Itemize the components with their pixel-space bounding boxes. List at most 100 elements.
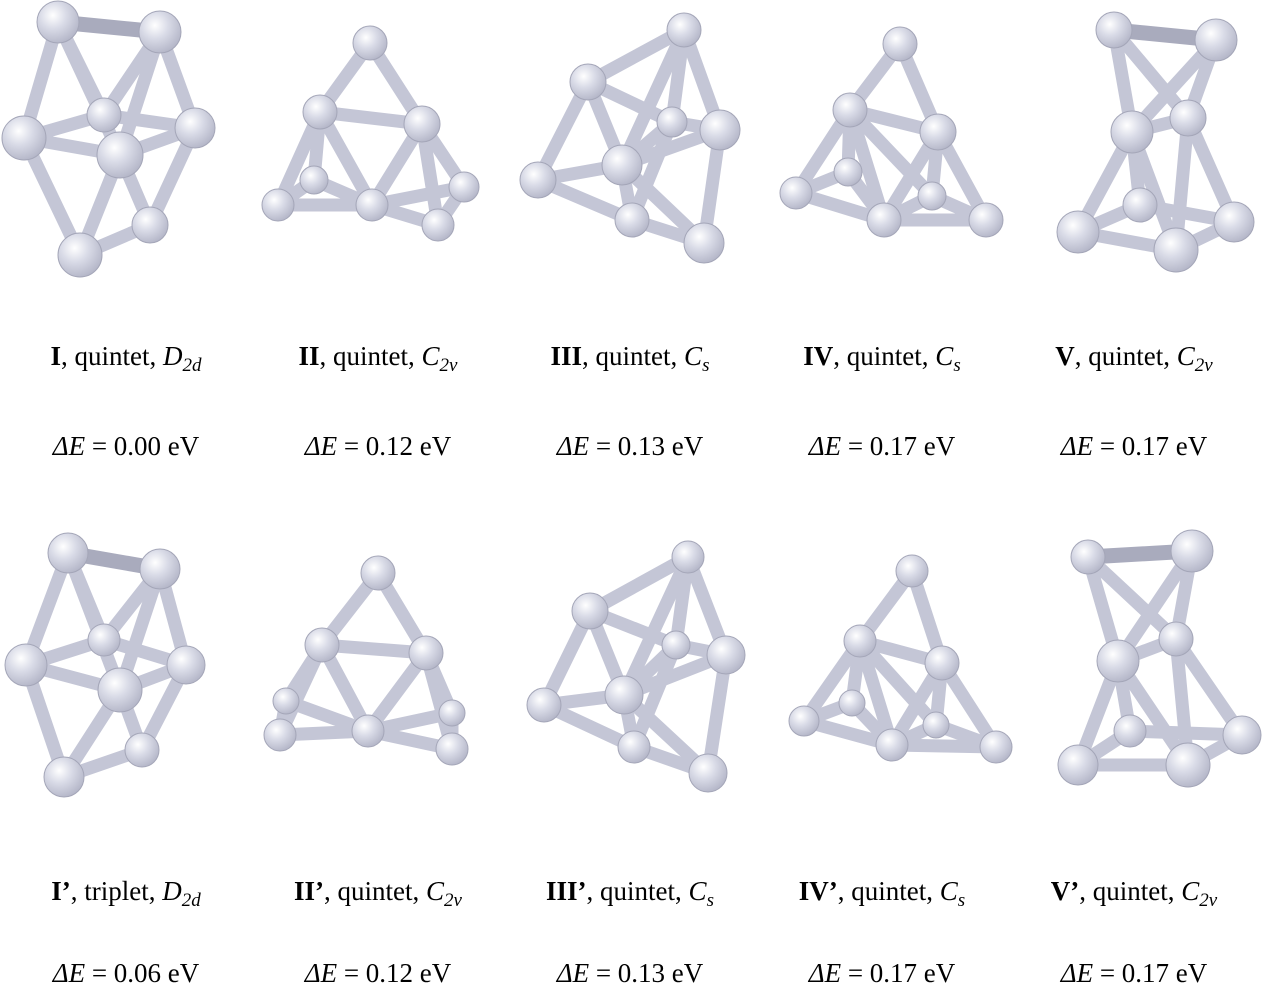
- atom: [1170, 529, 1214, 573]
- atom: [1056, 210, 1100, 254]
- delta-e-value: = 0.17 eV: [841, 431, 956, 461]
- atom: [604, 675, 644, 715]
- atom: [779, 176, 813, 210]
- point-group: D: [162, 876, 182, 906]
- delta-e-symbol: ΔE: [1060, 958, 1094, 988]
- atom: [299, 165, 329, 195]
- point-group: C: [688, 876, 707, 906]
- spin-state: , quintet,: [833, 341, 936, 371]
- atom: [97, 667, 143, 713]
- atom: [1122, 187, 1158, 223]
- point-group: D: [163, 341, 183, 371]
- atom: [57, 232, 103, 278]
- atom: [601, 144, 643, 186]
- atom: [438, 699, 466, 727]
- delta-e-symbol: ΔE: [556, 958, 590, 988]
- cluster-cell-I-prime: I’, triplet, D2d ΔE = 0.06 eV: [0, 495, 252, 989]
- relative-energy: ΔE = 0.13 eV: [504, 957, 756, 989]
- relative-energy: ΔE = 0.06 eV: [0, 957, 252, 989]
- delta-e-symbol: ΔE: [304, 958, 338, 988]
- cluster-structure-V: [1056, 11, 1255, 273]
- cluster-structure-II: [261, 25, 480, 242]
- point-group: C: [1181, 876, 1200, 906]
- delta-e-value: = 0.17 eV: [1093, 431, 1208, 461]
- atom: [1165, 742, 1211, 788]
- cluster-structure-II-prime: [263, 555, 469, 766]
- cluster-structure-I: [1, 0, 216, 278]
- point-group-subscript: 2v: [444, 890, 462, 911]
- point-group: C: [1176, 341, 1195, 371]
- atom: [661, 630, 691, 660]
- atom: [174, 107, 216, 149]
- cluster-caption: I’, triplet, D2d: [0, 875, 252, 910]
- atom: [832, 92, 868, 128]
- atom: [421, 208, 455, 242]
- atom: [1222, 715, 1262, 755]
- cluster-structure-IV-prime: [788, 554, 1013, 764]
- atom: [87, 623, 121, 657]
- delta-e-symbol: ΔE: [52, 431, 86, 461]
- atom: [788, 705, 820, 737]
- spin-state: , quintet,: [586, 876, 689, 906]
- delta-e-symbol: ΔE: [52, 958, 86, 988]
- cluster-label: V: [1055, 341, 1075, 371]
- cluster-label: I: [50, 341, 61, 371]
- spin-state: , quintet,: [61, 341, 163, 371]
- cluster-cell-V: V, quintet, C2v ΔE = 0.17 eV: [1008, 0, 1260, 494]
- atom: [1095, 11, 1133, 49]
- spin-state: , quintet,: [1079, 876, 1182, 906]
- atom: [86, 97, 122, 133]
- atom: [1194, 18, 1238, 62]
- cluster-caption: I, quintet, D2d: [0, 340, 252, 375]
- point-group-subscript: s: [953, 355, 961, 376]
- atom: [833, 157, 863, 187]
- atom: [166, 645, 206, 685]
- atom: [917, 181, 947, 211]
- cluster-label: I’: [51, 876, 71, 906]
- cluster-structure-IV: [779, 26, 1004, 238]
- atom: [1110, 110, 1154, 154]
- atom: [403, 105, 441, 143]
- atom: [924, 645, 960, 681]
- cluster-caption: III’, quintet, Cs: [504, 875, 756, 910]
- atom: [866, 202, 902, 238]
- cluster-caption: II’, quintet, C2v: [252, 875, 504, 910]
- atom: [448, 171, 480, 203]
- atom: [979, 730, 1013, 764]
- cluster-cell-V-prime: V’, quintet, C2v ΔE = 0.17 eV: [1008, 495, 1262, 989]
- cluster-label: II’: [294, 876, 325, 906]
- relative-energy: ΔE = 0.00 eV: [0, 430, 252, 462]
- atom: [408, 635, 444, 671]
- delta-e-value: = 0.12 eV: [337, 431, 452, 461]
- delta-e-value: = 0.17 eV: [841, 958, 956, 988]
- cluster-structure-I-prime: [4, 532, 206, 798]
- atom: [304, 627, 340, 663]
- atom: [656, 106, 688, 138]
- relative-energy: ΔE = 0.12 eV: [252, 430, 504, 462]
- relative-energy: ΔE = 0.17 eV: [756, 430, 1008, 462]
- atom: [1153, 227, 1199, 273]
- delta-e-symbol: ΔE: [1060, 431, 1094, 461]
- atom: [1158, 621, 1194, 657]
- delta-e-value: = 0.00 eV: [85, 431, 200, 461]
- cluster-label: III: [550, 341, 583, 371]
- point-group: C: [426, 876, 445, 906]
- atom: [138, 10, 182, 54]
- atom: [683, 222, 725, 264]
- cluster-cell-II: II, quintet, C2v ΔE = 0.12 eV: [252, 0, 504, 494]
- point-group-subscript: 2d: [182, 355, 202, 376]
- atom: [706, 635, 746, 675]
- point-group-subscript: 2v: [1199, 890, 1218, 911]
- relative-energy: ΔE = 0.17 eV: [1008, 957, 1260, 989]
- spin-state: , triplet,: [70, 876, 163, 906]
- atom: [671, 540, 705, 574]
- atom: [355, 188, 389, 222]
- atom: [519, 161, 557, 199]
- delta-e-symbol: ΔE: [556, 431, 590, 461]
- atom: [968, 202, 1004, 238]
- atom: [351, 714, 385, 748]
- atom: [43, 756, 85, 798]
- atom: [352, 25, 388, 61]
- spin-state: , quintet,: [837, 876, 940, 906]
